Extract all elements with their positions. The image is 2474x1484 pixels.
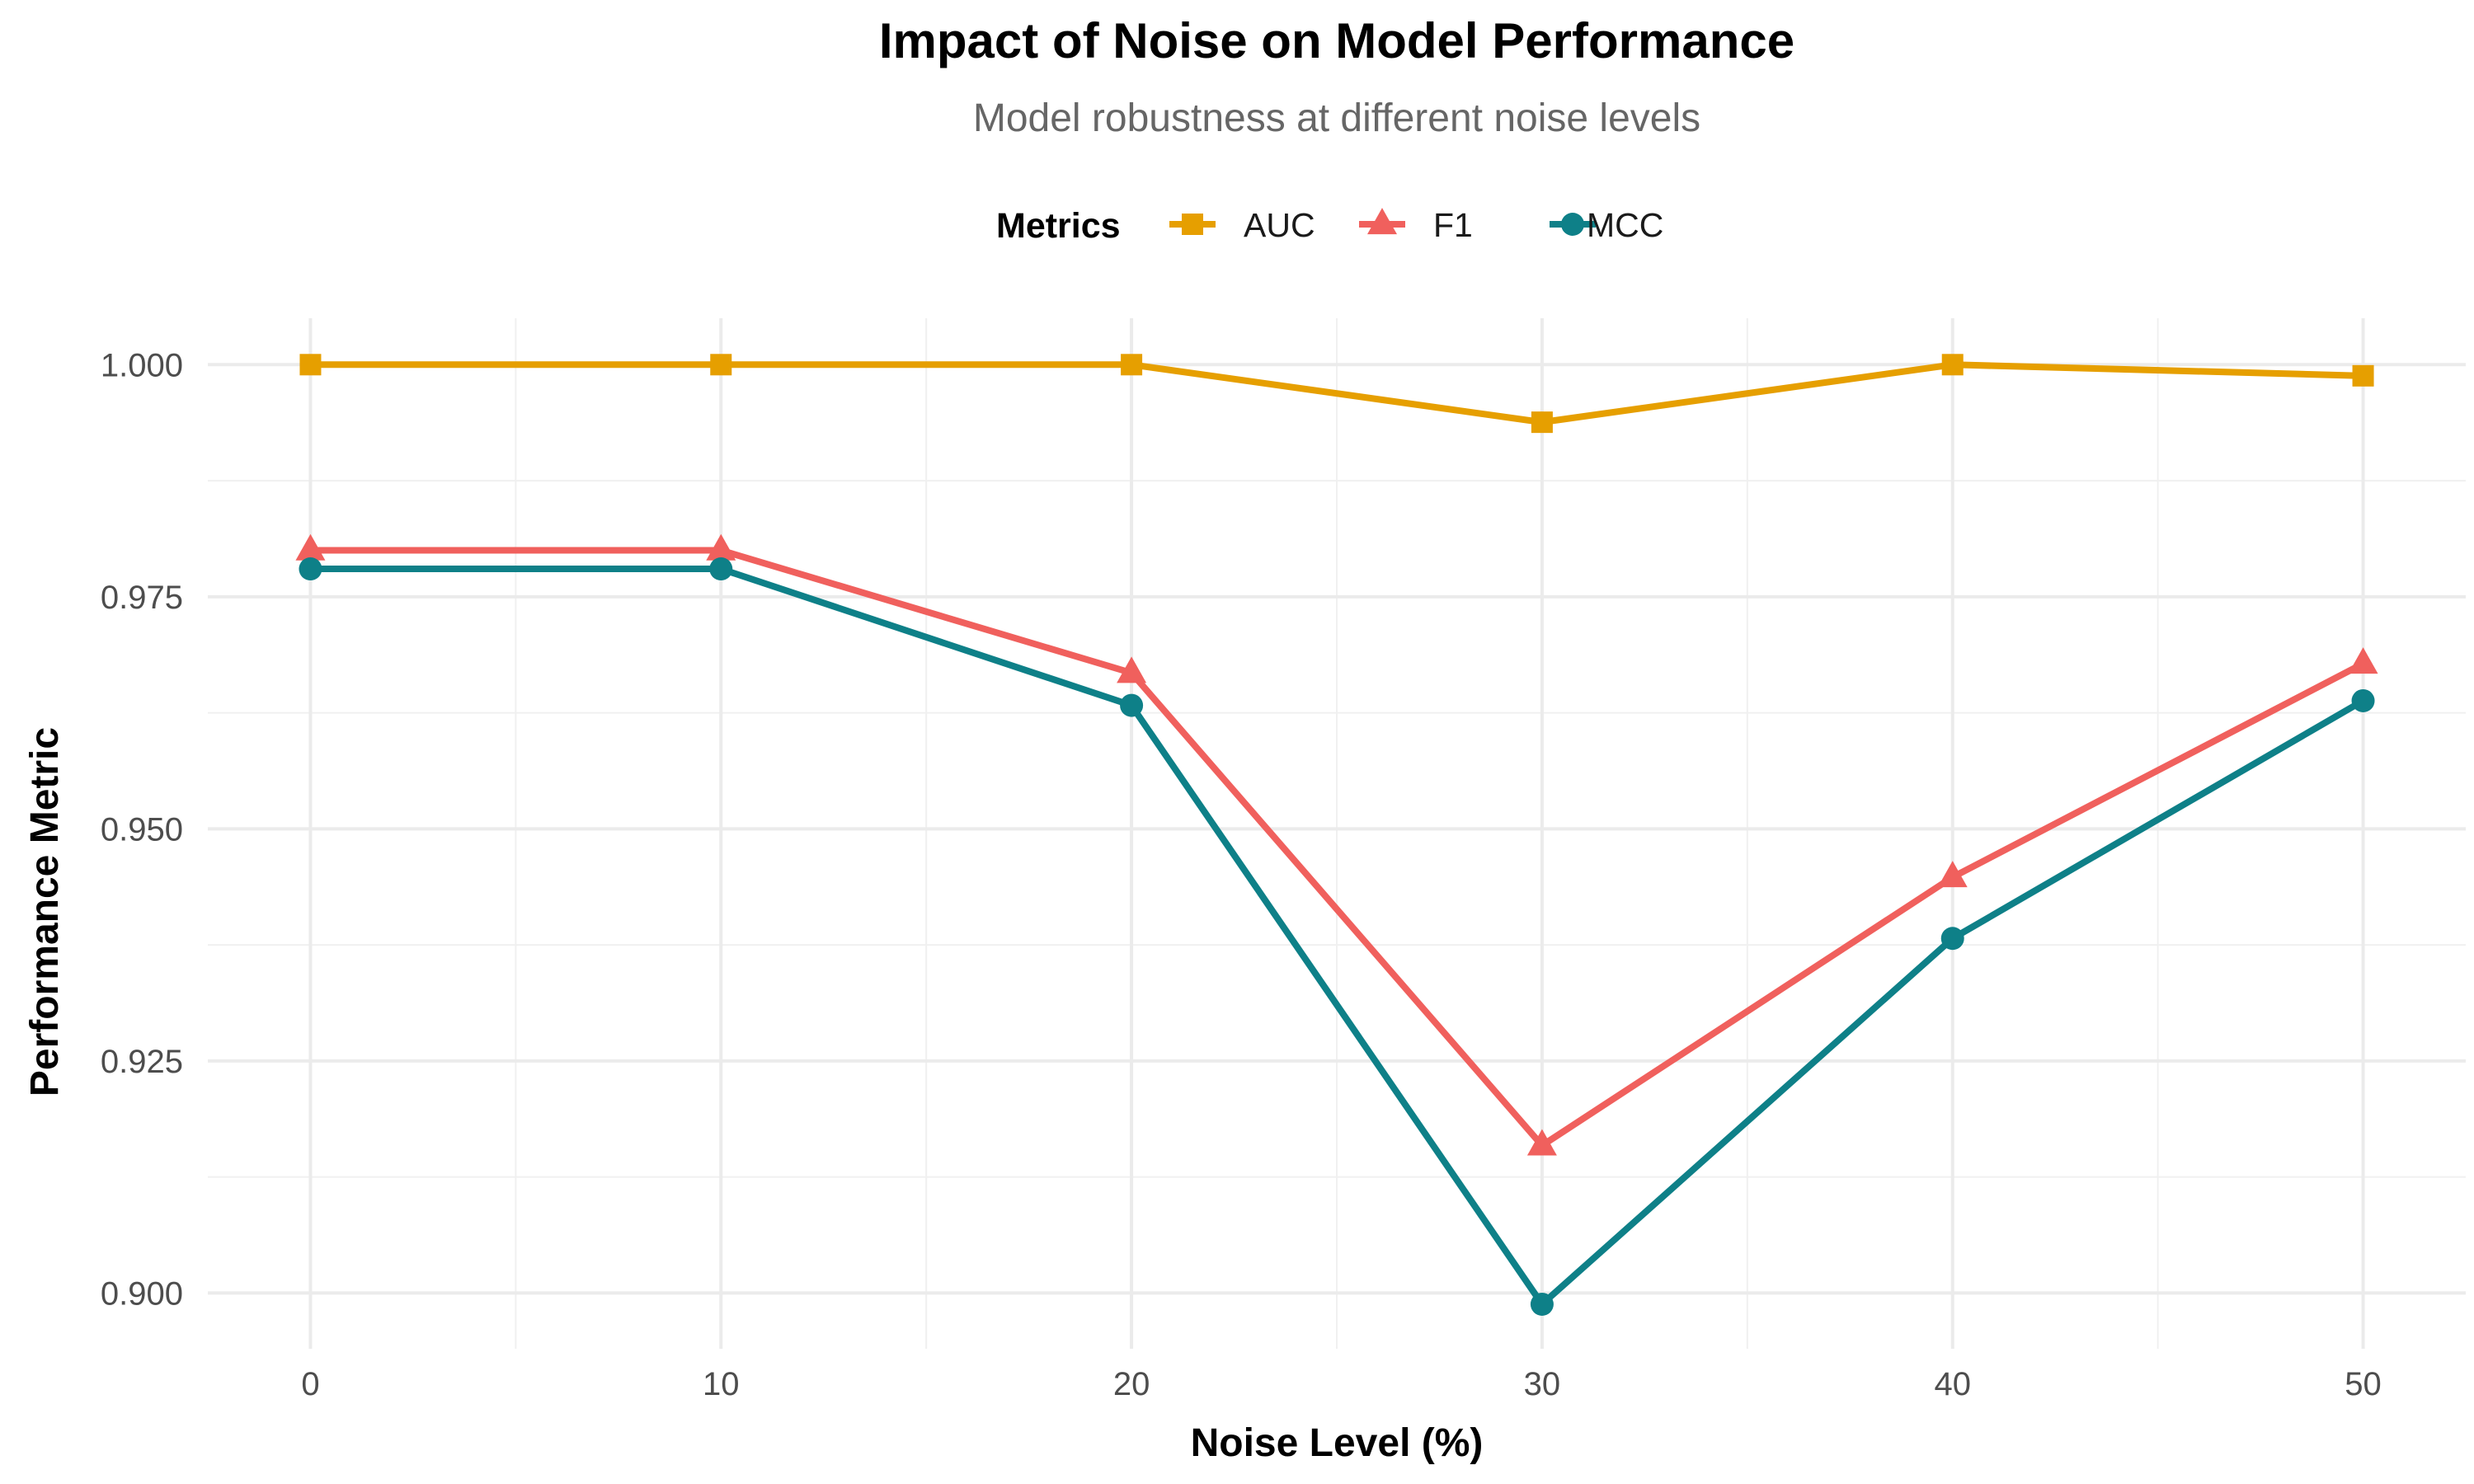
data-point-mcc bbox=[709, 557, 733, 581]
y-tick-label: 0.975 bbox=[101, 580, 183, 616]
y-tick-label: 0.950 bbox=[101, 811, 183, 848]
series-line-f1 bbox=[310, 547, 2365, 1149]
series-line-auc bbox=[310, 361, 2363, 426]
data-point-mcc bbox=[299, 557, 322, 581]
legend-key-marker bbox=[1182, 214, 1203, 235]
y-tick-label: 1.000 bbox=[101, 347, 183, 383]
series-auc bbox=[299, 354, 2374, 434]
data-point-f1 bbox=[1117, 656, 1147, 683]
x-tick-label: 0 bbox=[301, 1366, 319, 1402]
legend-item-mcc: MCC bbox=[1550, 206, 1663, 244]
data-point-mcc bbox=[1530, 1292, 1554, 1316]
data-point-mcc bbox=[2351, 688, 2375, 712]
x-axis-ticks: 0 10 20 30 40 50 bbox=[301, 1366, 2381, 1402]
series-mcc bbox=[299, 557, 2375, 1316]
legend-key-marker bbox=[1561, 213, 1584, 236]
legend-title: Metrics bbox=[996, 206, 1121, 246]
data-point-f1 bbox=[706, 533, 736, 561]
series-group bbox=[295, 354, 2378, 1316]
series-line-mcc bbox=[310, 566, 2365, 1308]
legend-item-auc: AUC bbox=[1169, 206, 1315, 244]
chart-title: Impact of Noise on Model Performance bbox=[879, 13, 1794, 68]
grid bbox=[208, 318, 2466, 1349]
data-point-auc bbox=[2352, 364, 2374, 387]
x-tick-label: 20 bbox=[1113, 1366, 1150, 1402]
data-point-f1 bbox=[1526, 1129, 1557, 1156]
x-tick-label: 10 bbox=[703, 1366, 740, 1402]
data-point-auc bbox=[1531, 411, 1553, 434]
data-point-auc bbox=[1941, 354, 1964, 376]
x-tick-label: 40 bbox=[1934, 1366, 1971, 1402]
legend-label-mcc: MCC bbox=[1587, 206, 1663, 244]
y-tick-label: 0.925 bbox=[101, 1044, 183, 1080]
data-point-auc bbox=[710, 354, 732, 376]
x-tick-label: 50 bbox=[2345, 1366, 2382, 1402]
legend: Metrics AUC F1 MCC bbox=[996, 206, 1663, 246]
x-tick-label: 30 bbox=[1524, 1366, 1561, 1402]
legend-label-auc: AUC bbox=[1244, 206, 1315, 244]
legend-item-f1: F1 bbox=[1359, 206, 1473, 244]
data-point-auc bbox=[1121, 354, 1143, 376]
legend-label-f1: F1 bbox=[1433, 206, 1473, 244]
data-point-f1 bbox=[2348, 647, 2378, 674]
data-point-f1 bbox=[295, 533, 326, 561]
data-point-f1 bbox=[1937, 861, 1968, 888]
y-axis-ticks: 0.900 0.925 0.950 0.975 1.000 bbox=[101, 347, 183, 1312]
data-point-auc bbox=[299, 354, 322, 376]
x-axis-title: Noise Level (%) bbox=[1191, 1421, 1484, 1465]
data-point-mcc bbox=[1120, 693, 1144, 717]
y-tick-label: 0.900 bbox=[101, 1275, 183, 1312]
series-f1 bbox=[295, 533, 2378, 1156]
y-axis-title: Performance Metric bbox=[23, 727, 67, 1097]
data-point-mcc bbox=[1940, 927, 1964, 951]
legend-key-marker bbox=[1367, 208, 1397, 235]
chart-subtitle: Model robustness at different noise leve… bbox=[973, 96, 1700, 140]
